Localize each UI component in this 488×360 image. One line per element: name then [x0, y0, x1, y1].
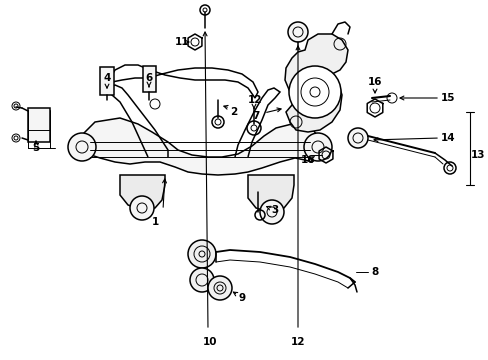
Circle shape [68, 133, 96, 161]
Text: 13: 13 [470, 150, 484, 160]
Text: 15: 15 [440, 93, 454, 103]
Text: 2: 2 [230, 107, 237, 117]
Text: 6: 6 [145, 73, 152, 83]
Polygon shape [247, 175, 293, 212]
Circle shape [347, 128, 367, 148]
Circle shape [260, 200, 284, 224]
Circle shape [207, 276, 231, 300]
Bar [142, 66, 156, 92]
Text: 8: 8 [370, 267, 378, 277]
Circle shape [190, 268, 214, 292]
Circle shape [288, 66, 340, 118]
Circle shape [301, 78, 328, 106]
Circle shape [130, 196, 154, 220]
Circle shape [187, 240, 216, 268]
Text: 12: 12 [247, 95, 262, 105]
Text: 4: 4 [103, 73, 110, 83]
Text: 9: 9 [238, 293, 245, 303]
Text: 16: 16 [367, 77, 382, 87]
Text: 16: 16 [300, 155, 315, 165]
Text: 7: 7 [252, 111, 259, 121]
Text: 14: 14 [440, 133, 454, 143]
Polygon shape [120, 175, 164, 210]
Text: 3: 3 [271, 205, 278, 215]
Text: 1: 1 [151, 217, 158, 227]
Text: 11: 11 [174, 37, 189, 47]
Bar [28, 108, 50, 142]
Circle shape [287, 22, 307, 42]
Text: 12: 12 [290, 337, 305, 347]
Circle shape [304, 133, 331, 161]
Text: 10: 10 [203, 337, 217, 347]
Bar [100, 67, 114, 95]
Polygon shape [82, 118, 319, 175]
Text: 5: 5 [32, 143, 40, 153]
Polygon shape [285, 34, 347, 132]
